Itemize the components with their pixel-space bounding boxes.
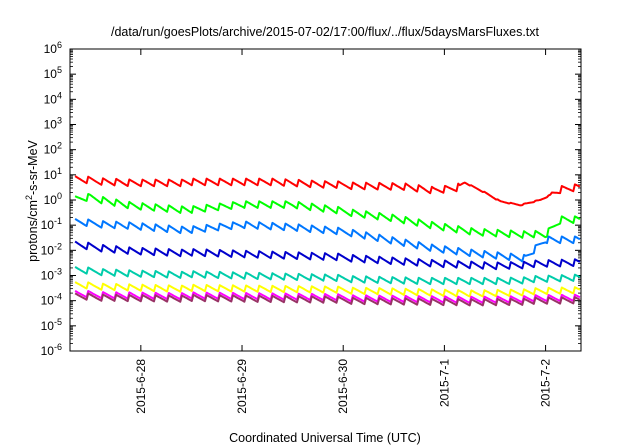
series-line-5 — [74, 266, 581, 286]
x-tick-label: 2015-7-2 — [539, 359, 553, 407]
y-tick-label: 100 — [44, 191, 62, 207]
y-tick-label: 105 — [44, 65, 62, 81]
x-axis: 2015-6-28 2015-6-29 2015-6-30 2015-7-1 2015-… — [134, 49, 553, 414]
y-axis-title-units: -s-sr-MeV — [26, 139, 40, 195]
series-line-6 — [74, 281, 581, 298]
y-tick-label: 10-2 — [41, 241, 62, 257]
y-tick-label: 106 — [44, 40, 62, 56]
y-axis-title-superscript: 2 — [24, 195, 34, 200]
y-tick-label: 102 — [44, 141, 62, 157]
x-tick-label: 2015-7-1 — [437, 359, 451, 407]
x-tick-label: 2015-6-29 — [235, 359, 249, 414]
y-tick-label: 10-6 — [41, 342, 62, 358]
x-tick-label: 2015-6-28 — [134, 359, 148, 414]
series-line-3 — [74, 218, 581, 263]
y-tick-label: 10-5 — [41, 317, 62, 333]
chart-title: /data/run/goesPlots/archive/2015-07-02/1… — [111, 25, 540, 39]
y-tick-label: 104 — [44, 90, 62, 106]
x-tick-label: 2015-6-30 — [336, 359, 350, 414]
y-tick-label: 10-1 — [41, 216, 62, 232]
plot-frame — [69, 48, 582, 352]
series-line-2 — [74, 193, 581, 239]
y-axis-title: protons/cm2-s-sr-MeV — [24, 139, 40, 261]
x-axis-title: Coordinated Universal Time (UTC) — [229, 431, 421, 445]
y-tick-label: 10-3 — [41, 267, 62, 283]
series-layer — [74, 175, 581, 307]
series-line-4 — [74, 240, 581, 271]
y-axis: 10-6 10-5 10-4 10-3 10-2 10-1 100 101 102 103 104 1… — [41, 40, 581, 358]
y-tick-label: 10-4 — [41, 292, 62, 308]
y-tick-label: 103 — [44, 116, 62, 132]
series-line-8 — [74, 292, 581, 307]
y-tick-label: 101 — [44, 166, 62, 182]
series-line-1 — [74, 175, 581, 207]
y-axis-title-main: protons/cm — [26, 200, 40, 262]
